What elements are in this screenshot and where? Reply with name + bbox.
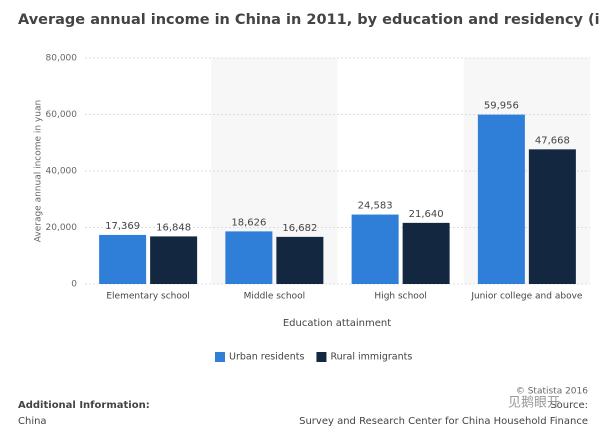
value-label: 16,682 <box>282 223 317 234</box>
bar <box>150 236 198 284</box>
y-tick-label: 80,000 <box>46 54 78 64</box>
x-tick-label: High school <box>374 292 426 302</box>
source-label: Source: <box>550 400 588 411</box>
bar <box>351 214 399 284</box>
region: China <box>18 416 47 427</box>
y-tick-label: 0 <box>71 280 77 290</box>
legend-swatch <box>215 352 225 362</box>
bar <box>528 149 576 284</box>
bar <box>276 236 324 284</box>
value-label: 47,668 <box>535 135 570 146</box>
value-label: 21,640 <box>409 209 444 220</box>
copyright: © Statista 2016 <box>516 387 588 397</box>
legend-label: Rural immigrants <box>330 352 412 363</box>
x-tick-label: Junior college and above <box>470 292 583 302</box>
additional-info-title: Additional Information: <box>18 400 150 411</box>
bar <box>402 222 450 284</box>
y-tick-label: 60,000 <box>46 110 78 120</box>
y-axis-label: Average annual income in yuan <box>34 100 44 242</box>
value-label: 24,583 <box>358 201 393 212</box>
value-label: 16,848 <box>156 222 191 233</box>
legend-swatch <box>316 352 327 362</box>
x-axis-label: Education attainment <box>283 318 391 329</box>
x-tick-label: Elementary school <box>106 292 190 302</box>
value-label: 59,956 <box>484 101 519 112</box>
value-label: 17,369 <box>105 221 140 232</box>
bar <box>225 231 273 284</box>
x-tick-label: Middle school <box>244 292 305 302</box>
value-label: 18,626 <box>231 217 266 228</box>
bar <box>99 234 147 284</box>
source: Survey and Research Center for China Hou… <box>299 416 588 427</box>
bar <box>477 114 525 284</box>
y-tick-label: 20,000 <box>46 223 78 233</box>
watermark: 见鹅眼开 <box>508 395 560 411</box>
legend-label: Urban residents <box>229 352 305 363</box>
chart-title: Average annual income in China in 2011, … <box>18 12 600 28</box>
y-tick-label: 40,000 <box>46 167 78 177</box>
